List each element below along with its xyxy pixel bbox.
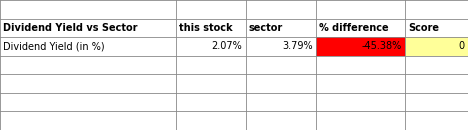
Text: 2.07%: 2.07% xyxy=(212,41,242,51)
Text: sector: sector xyxy=(249,23,283,33)
Text: % difference: % difference xyxy=(319,23,389,33)
Text: -45.38%: -45.38% xyxy=(361,41,402,51)
Text: 3.79%: 3.79% xyxy=(282,41,313,51)
Text: 0: 0 xyxy=(459,41,465,51)
Text: Score: Score xyxy=(408,23,439,33)
Text: Dividend Yield (in %): Dividend Yield (in %) xyxy=(3,41,105,51)
Text: this stock: this stock xyxy=(179,23,233,33)
Bar xyxy=(405,37,468,56)
Text: Dividend Yield vs Sector: Dividend Yield vs Sector xyxy=(3,23,138,33)
Bar xyxy=(316,37,405,56)
